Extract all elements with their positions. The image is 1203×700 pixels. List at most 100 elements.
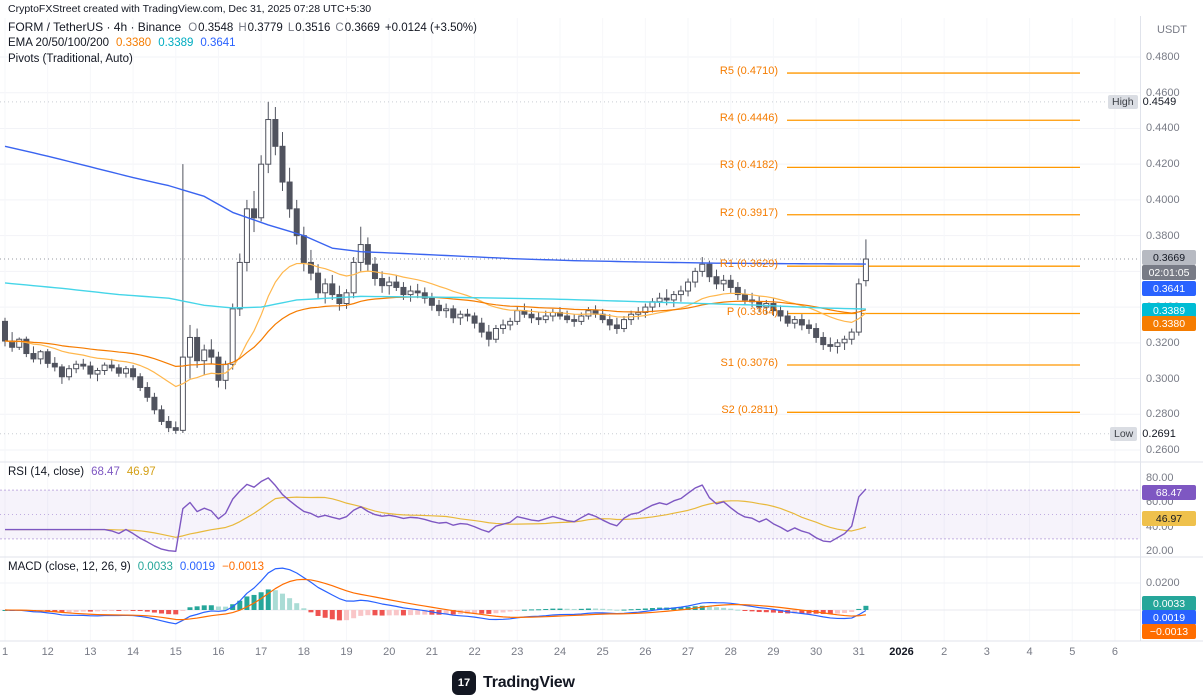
time-axis-tick: 3: [983, 646, 990, 658]
time-axis-tick: 16: [212, 646, 225, 658]
candle-countdown-badge: 02:01:05: [1142, 265, 1196, 280]
tradingview-brand-text: TradingView: [483, 674, 575, 691]
high-value: 0.3779: [247, 22, 283, 34]
pivot-level-label: P (0.3364): [726, 305, 778, 318]
pivot-level-label: S1 (0.3076): [720, 356, 778, 369]
time-axis-tick: 25: [596, 646, 609, 658]
time-axis-tick: 6: [1111, 646, 1118, 658]
time-axis-tick: 15: [169, 646, 182, 658]
time-axis-tick: 31: [852, 646, 865, 658]
last-price-badge: 0.3669: [1142, 250, 1196, 265]
pivot-level-label: R2 (0.3917): [719, 206, 778, 219]
ohlc-readout: O0.3548 H0.3779 L0.3516 C0.3669 +0.0124 (+3.…: [188, 22, 477, 34]
pivot-level-label: R4 (0.4446): [719, 112, 778, 125]
macd-signal-legend-value: −0.0013: [222, 561, 264, 573]
session-low-value: 0.2691: [1142, 428, 1176, 440]
ema100-legend-value: 0.3389: [158, 37, 194, 49]
price-axis-tick: 0.4600: [1146, 86, 1180, 99]
time-axis-tick: 21: [425, 646, 439, 658]
time-axis-tick: 28: [724, 646, 737, 658]
time-axis-tick: 20: [383, 646, 396, 658]
time-axis-tick: 19: [340, 646, 353, 658]
attribution-text: CryptoFXStreet created with TradingView.…: [8, 3, 372, 15]
open-label: O: [188, 22, 198, 34]
pivot-level-label: S2 (0.2811): [721, 404, 778, 417]
macd-legend-row: MACD (close, 12, 26, 9) 0.0033 0.0019 −0…: [8, 561, 264, 573]
macd-axis-tick: 0.0200: [1146, 577, 1180, 589]
time-axis-tick: 24: [553, 646, 567, 658]
low-label: L: [287, 22, 295, 34]
ema200-legend-value: 0.3641: [200, 37, 236, 49]
session-low-marker: Low 0.2691: [1110, 427, 1176, 441]
rsi-axis-tick: 80.00: [1146, 472, 1174, 484]
time-axis-tick: 14: [126, 646, 140, 658]
macd-value-badge: 0.0019: [1142, 610, 1196, 625]
session-high-marker: High 0.4549: [1108, 95, 1176, 109]
symbol-title[interactable]: FORM / TetherUS · 4h · Binance: [8, 20, 182, 34]
open-value: 0.3548: [198, 22, 234, 34]
time-axis-tick: 2: [941, 646, 948, 658]
low-chip: Low: [1110, 427, 1138, 441]
price-axis-tick: 0.3800: [1146, 229, 1180, 242]
session-high-value: 0.4549: [1142, 96, 1177, 108]
time-axis-tick: 4: [1026, 646, 1033, 658]
price-axis-tick: 0.3000: [1146, 372, 1180, 385]
rsi-ma-legend-value: 46.97: [126, 466, 156, 478]
macd-legend-value: 0.0019: [179, 561, 216, 573]
high-label: H: [238, 22, 247, 34]
time-axis-tick: 12: [41, 646, 54, 658]
time-axis-tick: 13: [84, 646, 97, 658]
ema200-price-badge: 0.3641: [1142, 281, 1196, 296]
rsi-axis-tick: 20.00: [1146, 545, 1174, 557]
change-value: +0.0124 (+3.50%): [384, 22, 477, 34]
ema-legend-row: EMA 20/50/100/200 0.3380 0.3389 0.3641: [8, 37, 236, 49]
symbol-legend-row: FORM / TetherUS · 4h · Binance O0.3548 H0…: [8, 20, 477, 34]
ema100-price-badge: 0.3389: [1142, 303, 1196, 318]
rsi-legend-row: RSI (14, close) 68.47 46.97: [8, 466, 156, 478]
price-axis-tick: 0.2600: [1146, 443, 1180, 456]
tradingview-logo-icon: 17: [452, 671, 476, 695]
pivots-legend-row: Pivots (Traditional, Auto): [8, 53, 133, 65]
close-value: 0.3669: [344, 22, 380, 34]
ema50-legend-value: 0.3380: [116, 37, 152, 49]
price-axis-tick: 0.4000: [1146, 193, 1180, 206]
rsi-ma-value-badge: 46.97: [1142, 511, 1196, 526]
time-axis-tick: 23: [511, 646, 524, 658]
ema-indicator-title[interactable]: EMA 20/50/100/200: [8, 37, 110, 49]
time-axis-tick: 18: [297, 646, 310, 658]
price-axis-tick: 0.2800: [1146, 408, 1180, 421]
macd-hist-badge: 0.0033: [1142, 596, 1196, 611]
low-value: 0.3516: [295, 22, 331, 34]
macd-indicator-title[interactable]: MACD (close, 12, 26, 9): [8, 561, 131, 573]
time-axis-tick: 5: [1069, 646, 1076, 658]
time-axis-tick: 27: [681, 646, 695, 658]
macd-hist-legend-value: 0.0033: [137, 561, 173, 573]
rsi-value-badge: 68.47: [1142, 485, 1196, 500]
ema50-price-badge: 0.3380: [1142, 316, 1196, 331]
pivot-level-label: R3 (0.4182): [719, 159, 778, 172]
pivot-level-label: R5 (0.4710): [719, 65, 778, 78]
price-axis-tick: 0.4200: [1146, 158, 1180, 171]
rsi-legend-value: 68.47: [91, 466, 120, 478]
time-axis-tick: 26: [639, 646, 652, 658]
time-axis-tick: 17: [255, 646, 268, 658]
time-axis-tick: 22: [468, 646, 481, 658]
high-chip: High: [1108, 95, 1138, 109]
rsi-indicator-title[interactable]: RSI (14, close): [8, 466, 85, 478]
time-axis-tick: 30: [809, 646, 823, 658]
time-axis-tick: 1: [1, 646, 9, 658]
price-axis-tick: 0.4800: [1146, 51, 1180, 63]
macd-signal-badge: −0.0013: [1142, 624, 1196, 639]
time-axis-tick: 29: [767, 646, 780, 658]
pivots-indicator-title[interactable]: Pivots (Traditional, Auto): [8, 53, 133, 65]
time-axis-tick: 2026: [889, 646, 914, 658]
price-axis-tick: 0.4400: [1146, 122, 1180, 135]
price-axis-tick: 0.3200: [1146, 336, 1180, 349]
close-label: C: [335, 22, 344, 34]
pivot-level-label: R1 (0.3629): [719, 258, 778, 271]
tradingview-logo[interactable]: 17 TradingView: [452, 671, 575, 695]
quote-currency-label: USDT: [1157, 24, 1187, 36]
